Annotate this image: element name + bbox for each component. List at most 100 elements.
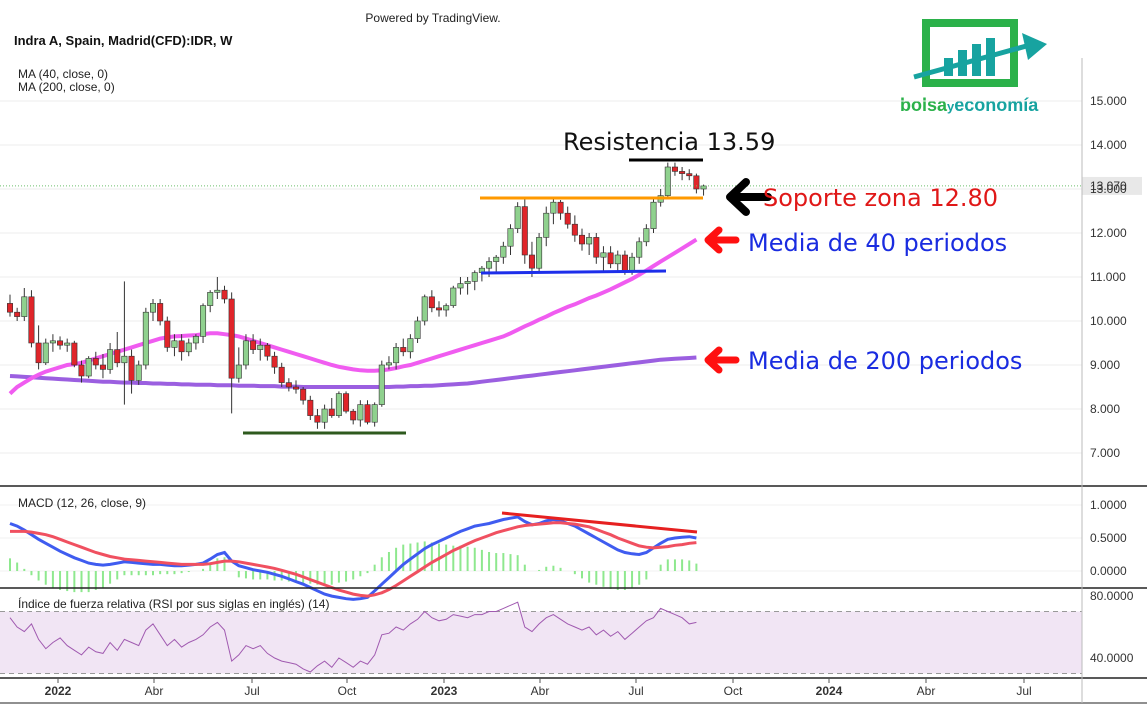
candle[interactable] — [600, 246, 607, 273]
candle[interactable] — [14, 307, 21, 321]
macd-legend[interactable]: MACD (12, 26, close, 9) — [18, 496, 146, 510]
candle[interactable] — [214, 277, 221, 299]
candle[interactable] — [550, 197, 557, 225]
candle[interactable] — [500, 241, 507, 264]
candle[interactable] — [142, 307, 149, 370]
ma40-legend[interactable]: MA (40, close, 0) — [18, 67, 108, 81]
candle[interactable] — [343, 391, 350, 414]
candle[interactable] — [85, 356, 92, 379]
candle[interactable] — [107, 343, 114, 374]
candle[interactable] — [78, 360, 85, 383]
candle[interactable] — [443, 303, 450, 317]
candle[interactable] — [128, 349, 135, 394]
candle[interactable] — [42, 338, 49, 365]
candle[interactable] — [357, 400, 364, 427]
candle[interactable] — [99, 354, 106, 379]
candle[interactable] — [264, 343, 271, 361]
candle[interactable] — [400, 338, 407, 357]
candle[interactable] — [49, 334, 56, 352]
candle[interactable] — [307, 395, 314, 420]
candle[interactable] — [564, 206, 571, 229]
candle[interactable] — [150, 299, 157, 321]
macd-line[interactable] — [9, 515, 697, 601]
candle[interactable] — [593, 233, 600, 264]
candle[interactable] — [135, 360, 142, 385]
candle[interactable] — [200, 303, 207, 343]
candle[interactable] — [385, 356, 392, 370]
candle[interactable] — [421, 294, 428, 326]
candle[interactable] — [292, 380, 299, 394]
candle[interactable] — [671, 162, 678, 176]
candle[interactable] — [164, 316, 171, 352]
candle[interactable] — [7, 294, 14, 317]
candle[interactable] — [157, 299, 164, 326]
candle[interactable] — [300, 387, 307, 405]
candle[interactable] — [643, 224, 650, 247]
candle[interactable] — [28, 290, 35, 348]
candle[interactable] — [185, 338, 192, 357]
candle[interactable] — [371, 402, 378, 427]
candle[interactable] — [192, 334, 199, 350]
candle[interactable] — [250, 334, 257, 354]
candle[interactable] — [586, 233, 593, 255]
candle[interactable] — [543, 206, 550, 247]
candle[interactable] — [521, 197, 528, 264]
candle[interactable] — [679, 167, 686, 181]
candle[interactable] — [435, 301, 442, 317]
candle[interactable] — [114, 332, 121, 368]
candle[interactable] — [578, 228, 585, 251]
lower-support-line[interactable] — [480, 269, 667, 275]
candle[interactable] — [228, 292, 235, 414]
candle[interactable] — [493, 255, 500, 273]
candle[interactable] — [207, 290, 214, 313]
candle[interactable] — [464, 277, 471, 295]
ma200-legend[interactable]: MA (200, close, 0) — [18, 80, 115, 94]
candle[interactable] — [285, 378, 292, 392]
candle[interactable] — [428, 290, 435, 313]
candle[interactable] — [242, 334, 249, 370]
candle[interactable] — [407, 334, 414, 359]
candle[interactable] — [328, 398, 335, 418]
candle[interactable] — [171, 334, 178, 357]
candle[interactable] — [650, 197, 657, 233]
candle[interactable] — [450, 285, 457, 308]
candle[interactable] — [636, 237, 643, 264]
candle[interactable] — [121, 281, 128, 405]
candle[interactable] — [471, 270, 478, 291]
candle[interactable] — [21, 288, 28, 321]
candle[interactable] — [335, 391, 342, 418]
candle[interactable] — [693, 173, 700, 194]
candle[interactable] — [607, 246, 614, 269]
candle[interactable] — [557, 200, 564, 220]
candle[interactable] — [64, 338, 71, 352]
candle[interactable] — [57, 336, 64, 350]
candle[interactable] — [92, 351, 99, 370]
candle[interactable] — [350, 409, 357, 425]
candle[interactable] — [457, 277, 464, 295]
candle[interactable] — [364, 400, 371, 425]
candle[interactable] — [35, 325, 42, 370]
candle[interactable] — [414, 316, 421, 343]
candle[interactable] — [321, 404, 328, 429]
candle[interactable] — [378, 360, 385, 407]
macd-signal-line[interactable] — [10, 521, 697, 598]
candle[interactable] — [614, 250, 621, 273]
macd-divergence-line[interactable] — [501, 511, 698, 534]
rsi-legend[interactable]: Índice de fuerza relativa (RSI por sus s… — [18, 596, 329, 611]
candle[interactable] — [314, 409, 321, 429]
candle[interactable] — [257, 338, 264, 361]
candle[interactable] — [71, 340, 78, 368]
rsi-line[interactable] — [9, 601, 697, 673]
candle[interactable] — [664, 162, 671, 198]
candle[interactable] — [178, 334, 185, 361]
candle[interactable] — [235, 347, 242, 383]
candle[interactable] — [536, 233, 543, 273]
candle[interactable] — [221, 285, 228, 304]
candle[interactable] — [686, 169, 693, 181]
candle[interactable] — [393, 343, 400, 370]
candle[interactable] — [278, 362, 285, 387]
candle[interactable] — [514, 202, 521, 233]
candle[interactable] — [507, 224, 514, 255]
candle[interactable] — [700, 184, 707, 196]
